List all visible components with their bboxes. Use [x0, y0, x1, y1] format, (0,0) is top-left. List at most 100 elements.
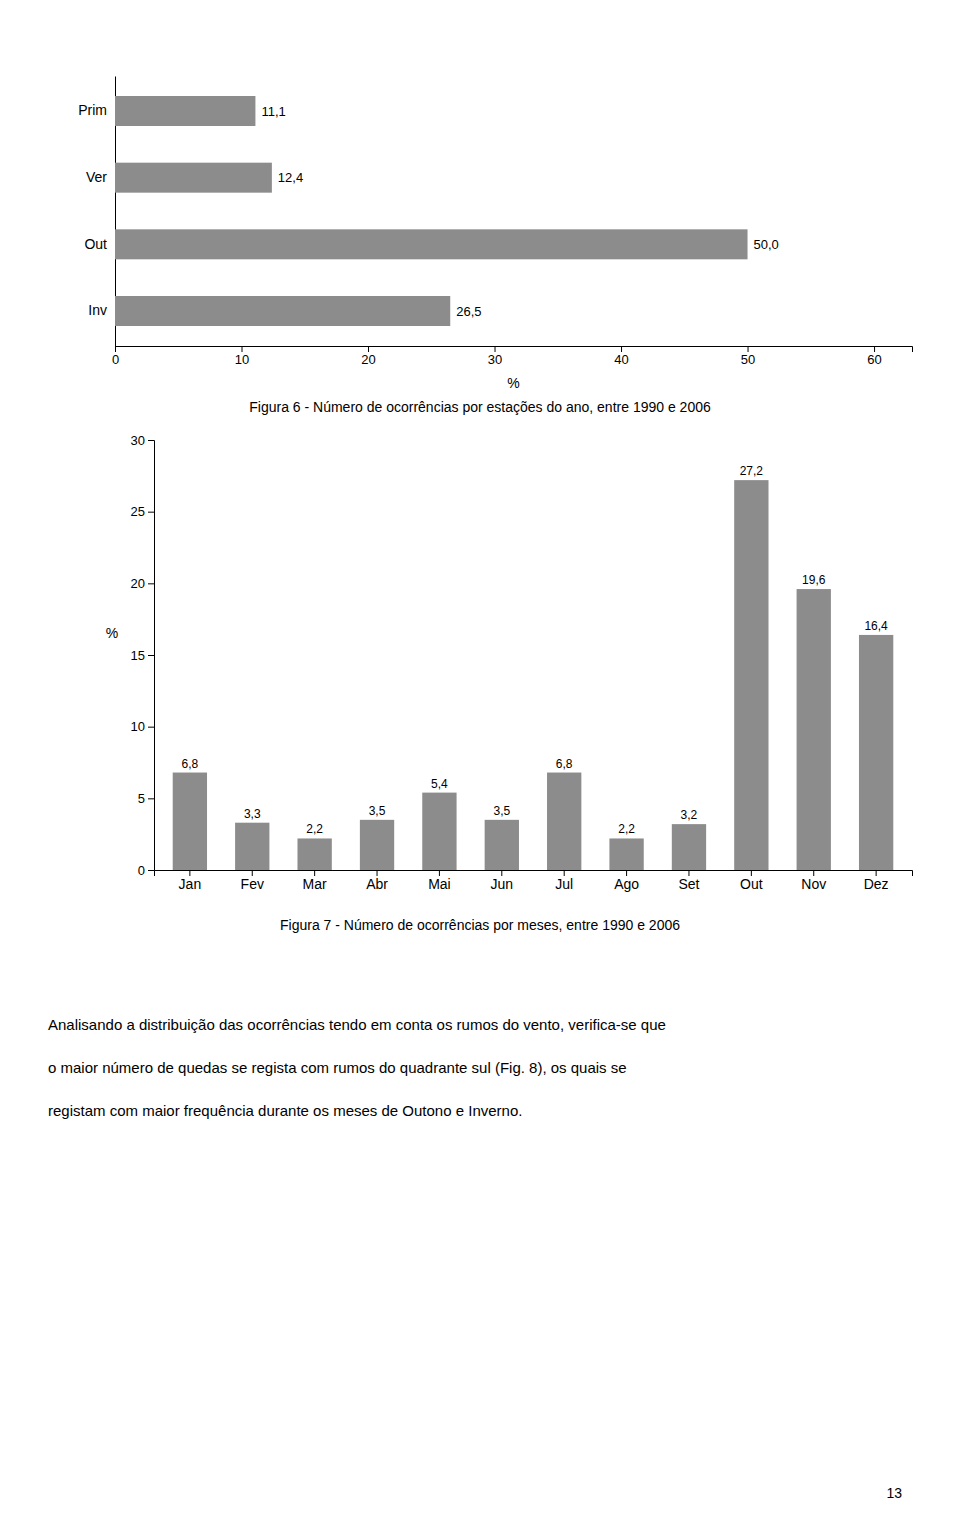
tick-mark — [115, 346, 116, 352]
tick-label: 15 — [131, 648, 145, 663]
y-axis: Prim Ver Out Inv — [78, 77, 115, 347]
tick-mark — [148, 655, 154, 656]
tick: Jan — [179, 870, 202, 892]
x-axis: JanFevMarAbrMaiJunJulAgoSetOutNovDez — [155, 870, 913, 892]
tick: Jul — [555, 870, 573, 892]
tick-label: 5 — [138, 791, 145, 806]
data-label: 2,2 — [618, 822, 635, 836]
tick: Inv — [88, 302, 115, 318]
tick-mark — [148, 512, 154, 513]
page-number: 13 — [886, 1485, 902, 1501]
tick-label: Jun — [491, 876, 514, 892]
bar — [173, 773, 207, 870]
tick: 40 — [614, 346, 628, 367]
tick-mark — [148, 440, 154, 441]
tick-label: Dez — [864, 876, 889, 892]
tick-label: Abr — [366, 876, 388, 892]
tick-mark — [495, 346, 496, 352]
tick-label: 20 — [361, 352, 375, 367]
tick-label: Out — [84, 236, 107, 252]
tick: Abr — [366, 870, 388, 892]
tick-label: 50 — [741, 352, 755, 367]
tick-mark — [368, 346, 369, 352]
x-axis-title: % — [507, 375, 519, 391]
tick: 0 — [138, 863, 154, 878]
chart-title: Figura 7 - Número de ocorrências por mes… — [280, 917, 680, 933]
bar — [360, 820, 394, 870]
chart: 0102030405060PrimVerOutInv11,112,450,026… — [78, 77, 912, 392]
data-label: 19,6 — [802, 573, 826, 587]
data-label: 5,4 — [431, 777, 448, 791]
tick-label: Ago — [614, 876, 639, 892]
tick: 10 — [131, 719, 154, 734]
x-axis: 0 10 20 30 40 50 60 — [112, 346, 913, 367]
bar — [115, 296, 450, 326]
tick: 60 — [867, 346, 881, 367]
paragraph-line: Analisando a distribuição das ocorrência… — [48, 1016, 666, 1033]
data-label: 12,4 — [278, 170, 303, 185]
paragraph: Analisando a distribuição das ocorrência… — [48, 1016, 666, 1119]
page: 0102030405060PrimVerOutInv11,112,450,026… — [0, 0, 960, 1529]
tick: Ver — [86, 169, 115, 185]
tick-label: 60 — [867, 352, 881, 367]
chart-title: Figura 6 - Número de ocorrências por est… — [249, 399, 711, 415]
data-label: 16,4 — [864, 619, 888, 633]
bar — [115, 163, 272, 193]
tick-mark — [148, 870, 154, 871]
bar — [485, 820, 519, 870]
tick: 0 — [112, 346, 119, 367]
tick: 20 — [131, 576, 154, 591]
tick: Prim — [78, 102, 115, 118]
tick-label: Ver — [86, 169, 107, 185]
tick: Fev — [241, 870, 264, 892]
paragraph-line: o maior número de quedas se regista com … — [48, 1059, 627, 1076]
bar — [609, 838, 643, 870]
tick: 10 — [235, 346, 249, 367]
tick-label: Set — [678, 876, 699, 892]
tick-label: Nov — [801, 876, 826, 892]
tick: Nov — [801, 870, 826, 892]
data-label: 27,2 — [740, 464, 764, 478]
tick: 30 — [488, 346, 502, 367]
tick-mark — [874, 346, 875, 352]
data-label: 6,8 — [556, 757, 573, 771]
bar — [297, 838, 331, 870]
tick-label: 0 — [138, 863, 145, 878]
tick: Ago — [614, 870, 639, 892]
tick-label: 10 — [235, 352, 249, 367]
tick: Set — [678, 870, 699, 892]
data-labels: 6,83,32,23,55,43,56,82,23,227,219,616,4 — [182, 464, 889, 836]
paragraph-line: registam com maior frequência durante os… — [48, 1102, 522, 1119]
tick-label: 10 — [131, 719, 145, 734]
tick-label: Jan — [179, 876, 202, 892]
axis-line — [155, 871, 913, 877]
bar — [422, 793, 456, 870]
axis-line — [116, 347, 913, 353]
bar — [115, 229, 748, 259]
chart: JanFevMarAbrMaiJunJulAgoSetOutNovDez0510… — [106, 433, 913, 892]
bar — [859, 635, 893, 870]
tick: Mai — [428, 870, 451, 892]
y-axis-title: % — [106, 625, 118, 641]
data-label: 50,0 — [754, 237, 779, 252]
tick: 5 — [138, 791, 154, 806]
tick-mark — [242, 346, 243, 352]
data-labels: 11,112,450,026,5 — [261, 104, 778, 319]
tick: 50 — [741, 346, 755, 367]
data-label: 26,5 — [456, 304, 481, 319]
tick: 30 — [131, 433, 154, 448]
data-label: 3,2 — [681, 808, 698, 822]
tick-label: 30 — [131, 433, 145, 448]
bar — [235, 823, 269, 870]
tick-label: 25 — [131, 504, 145, 519]
bar — [547, 773, 581, 870]
tick-label: Prim — [78, 102, 107, 118]
tick-label: 0 — [112, 352, 119, 367]
tick: 20 — [361, 346, 375, 367]
tick-label: Jul — [555, 876, 573, 892]
bars — [173, 480, 894, 870]
data-label: 3,5 — [369, 804, 386, 818]
tick-mark — [148, 583, 154, 584]
tick-mark — [748, 346, 749, 352]
tick-label: 40 — [614, 352, 628, 367]
